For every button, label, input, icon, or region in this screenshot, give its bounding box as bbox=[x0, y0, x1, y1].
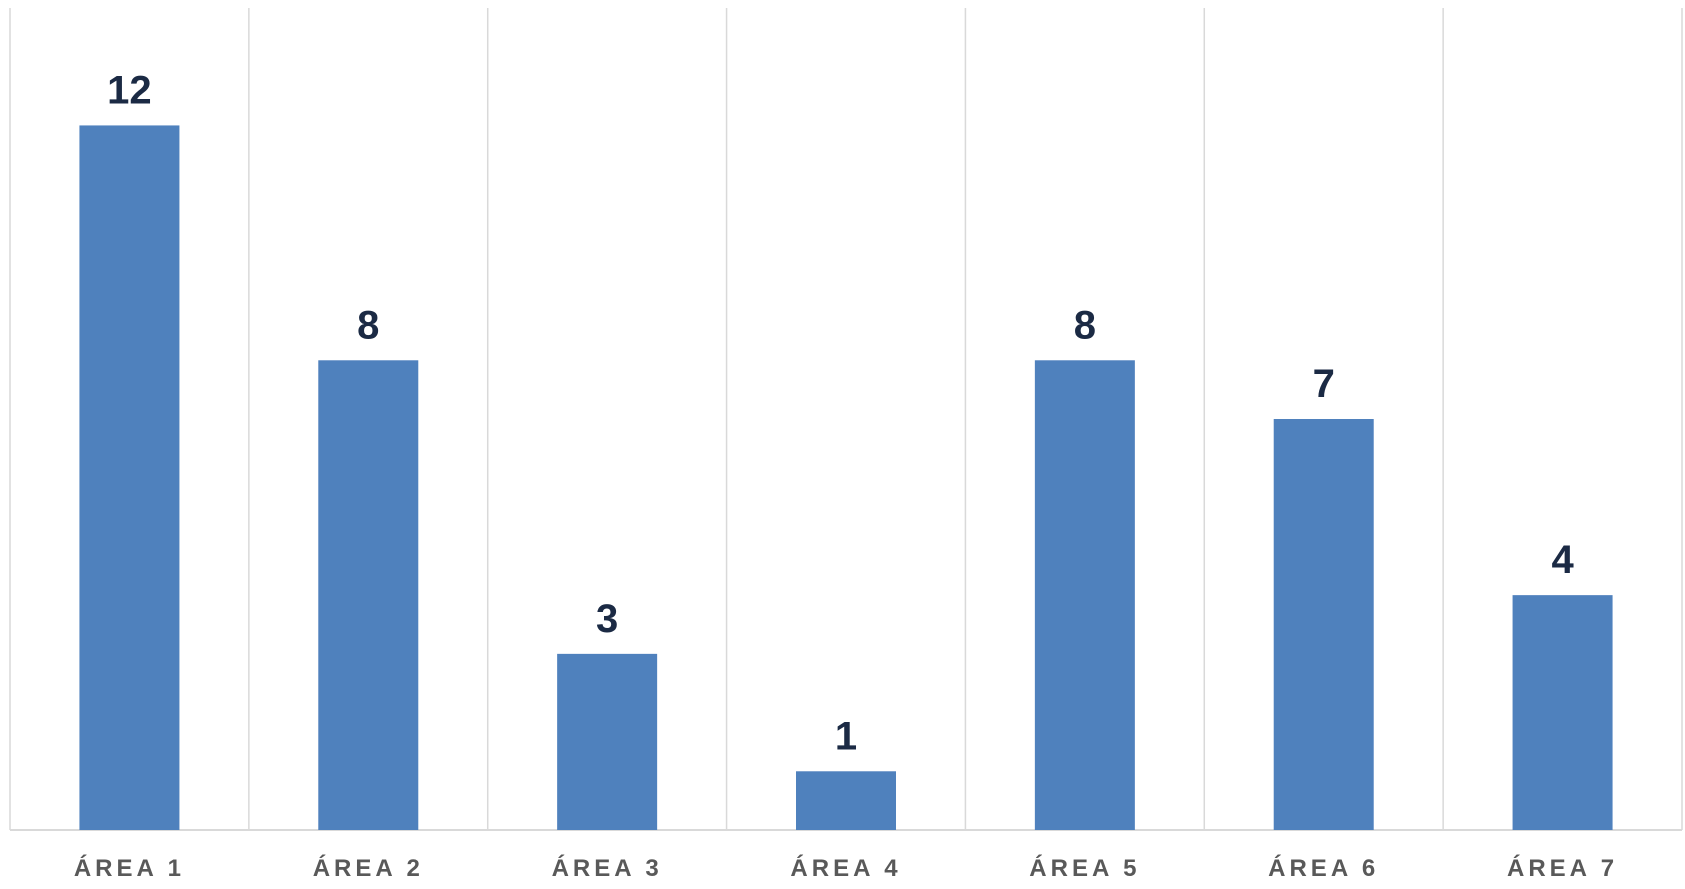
bar bbox=[318, 360, 419, 830]
bar bbox=[1512, 595, 1613, 830]
data-label: 4 bbox=[1551, 538, 1574, 582]
category-label: ÁREA 5 bbox=[1029, 854, 1140, 882]
bars bbox=[79, 125, 1613, 830]
category-label: ÁREA 3 bbox=[552, 854, 663, 882]
category-label: ÁREA 2 bbox=[313, 854, 424, 882]
category-label: ÁREA 4 bbox=[790, 854, 901, 882]
bar bbox=[79, 125, 180, 830]
data-labels: 12 8 3 1 8 7 4 bbox=[107, 68, 1574, 758]
category-labels: ÁREA 1 ÁREA 2 ÁREA 3 ÁREA 4 ÁREA 5 ÁREA 6 ÁREA… bbox=[74, 854, 1618, 882]
bar bbox=[796, 771, 896, 830]
data-label: 3 bbox=[596, 597, 618, 641]
data-label: 12 bbox=[107, 68, 152, 112]
data-label: 8 bbox=[1074, 303, 1096, 347]
bar bbox=[557, 653, 658, 830]
category-label: ÁREA 6 bbox=[1268, 854, 1379, 882]
data-label: 7 bbox=[1313, 362, 1335, 406]
category-label: ÁREA 1 bbox=[74, 854, 185, 882]
gridlines bbox=[9, 8, 1683, 831]
category-label: ÁREA 7 bbox=[1507, 854, 1618, 882]
data-label: 1 bbox=[835, 714, 857, 758]
bar bbox=[1273, 419, 1374, 830]
data-label: 8 bbox=[357, 303, 379, 347]
bar bbox=[1034, 360, 1135, 830]
